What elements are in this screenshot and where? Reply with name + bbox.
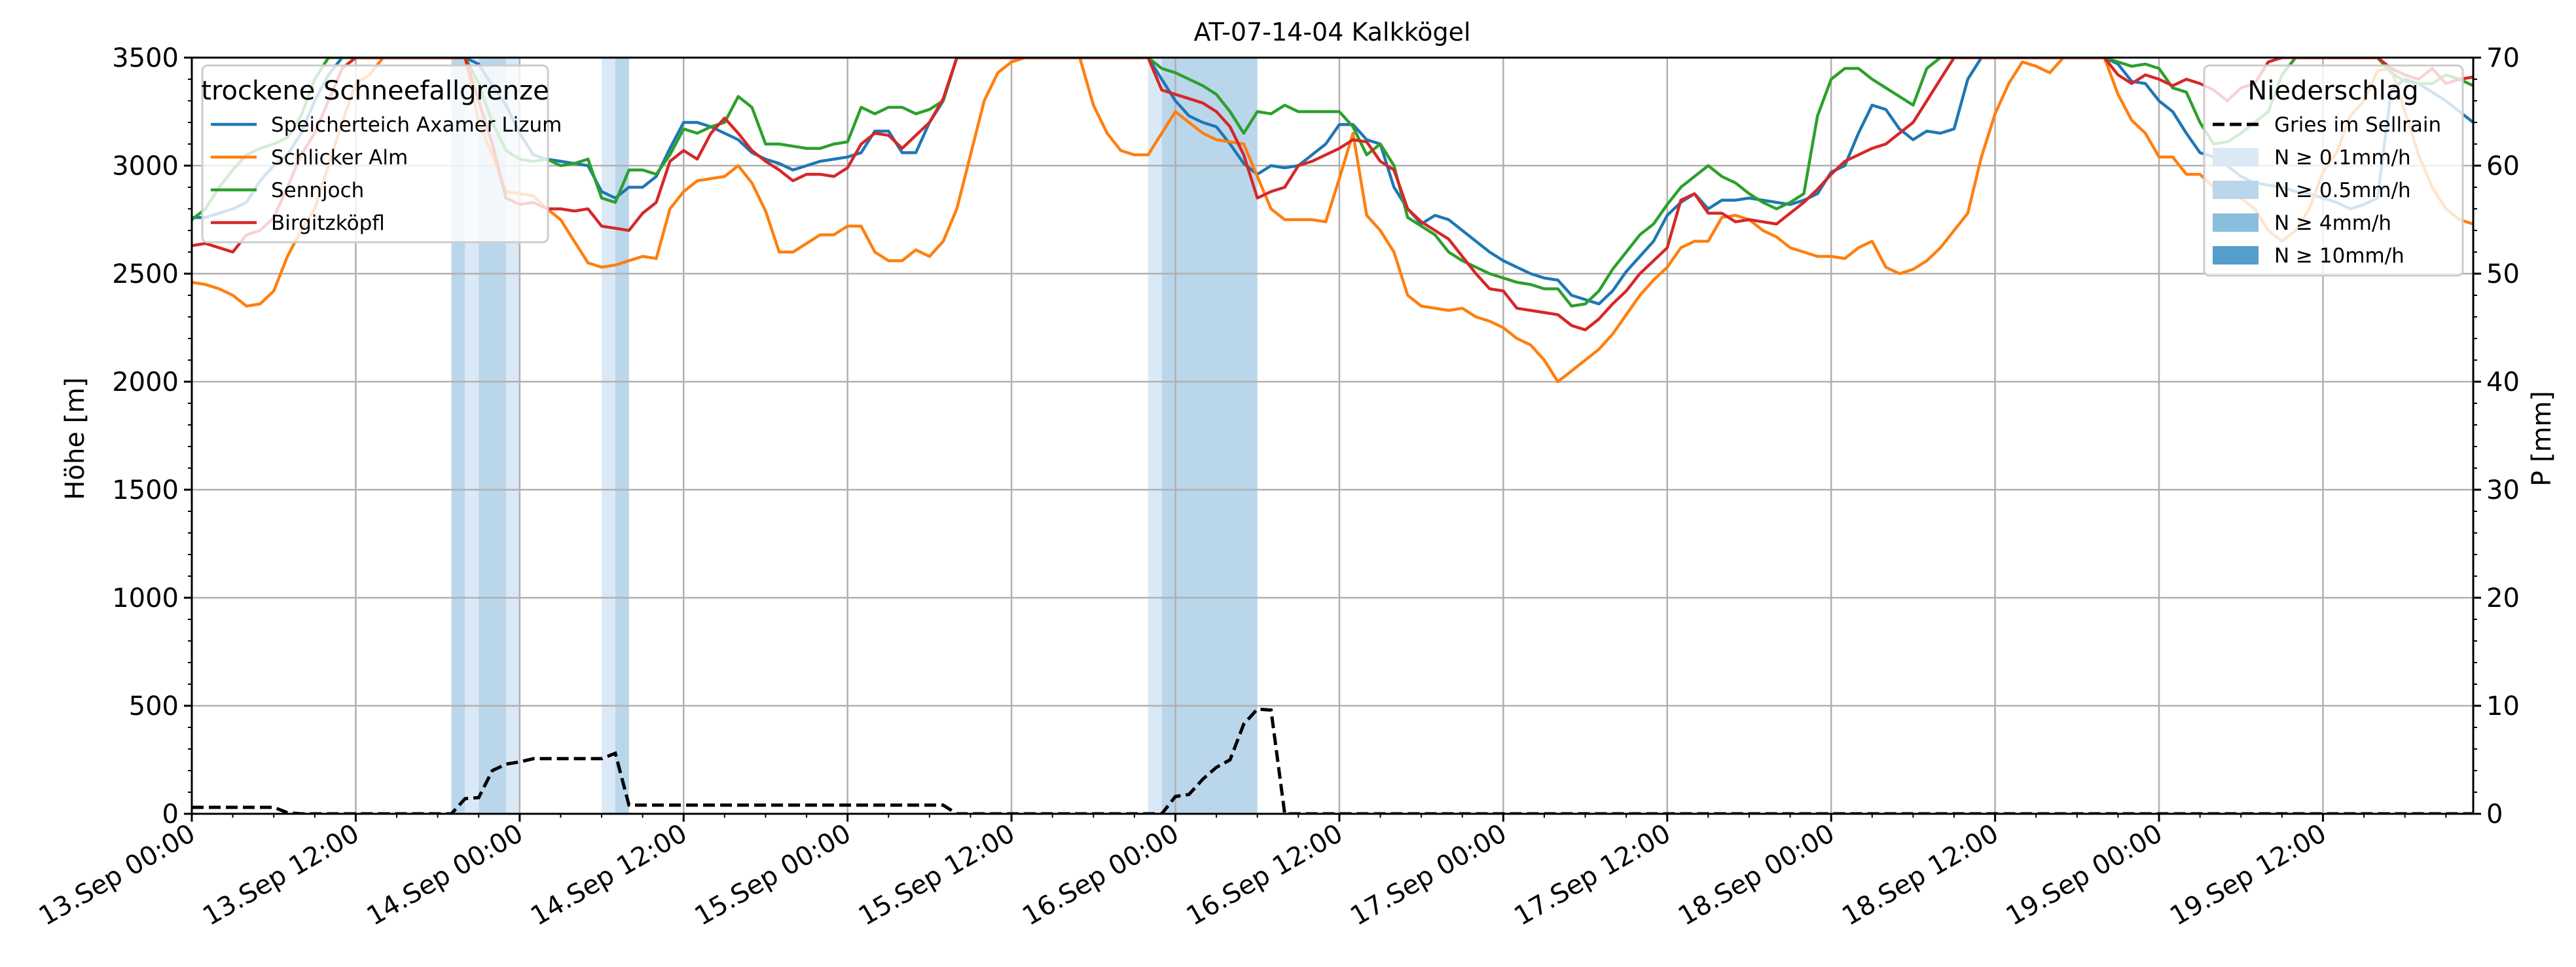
y-axis-label-left: Höhe [m] <box>60 377 90 500</box>
y-tick-label-left-2: 1000 <box>112 583 179 613</box>
y-tick-label-left-0: 0 <box>162 799 179 830</box>
y-tick-label-right-3: 30 <box>2486 475 2520 505</box>
legend-precip-band-swatch-1 <box>2213 181 2259 199</box>
precip-band-1 <box>465 58 479 814</box>
x-tick-label-11: 18.Sep 12:00 <box>1837 818 2003 932</box>
series-line-2 <box>192 58 2473 384</box>
y-tick-label-left-1: 500 <box>129 691 179 721</box>
series-line-1 <box>192 58 2473 306</box>
legend-precip-band-label-3: N ≥ 10mm/h <box>2274 244 2404 268</box>
legend-snowline-label-2: Schlicker Alm <box>271 146 408 170</box>
y-tick-label-left-7: 3500 <box>112 43 179 73</box>
y-tick-label-left-5: 2500 <box>112 259 179 289</box>
y-tick-label-left-6: 3000 <box>112 151 179 181</box>
precip-band-3 <box>505 58 520 814</box>
x-tick-label-0: 13.Sep 00:00 <box>34 818 200 932</box>
y-tick-label-right-4: 40 <box>2486 367 2520 397</box>
legend-snowline-frame <box>201 64 549 244</box>
legend-precip-frame <box>2203 64 2464 277</box>
legend-snowline-label-1: Speicherteich Axamer Lizum <box>271 113 562 137</box>
precip-band-5 <box>615 58 629 814</box>
x-tick-label-1: 13.Sep 12:00 <box>198 818 364 932</box>
legend-snowline-label-4: Birgitzköpfl <box>271 211 385 235</box>
x-tick-label-10: 18.Sep 00:00 <box>1673 818 1840 932</box>
precip-band-0 <box>451 58 465 814</box>
legend-snowline-label-3: Sennjoch <box>271 179 364 202</box>
legend-precip-band-label-2: N ≥ 4mm/h <box>2274 211 2391 235</box>
y-tick-label-right-2: 20 <box>2486 583 2520 613</box>
axes-frame <box>190 56 2475 815</box>
legend-snowline-title: trockene Schneefallgrenze <box>201 76 549 106</box>
y-tick-label-right-6: 60 <box>2486 151 2520 181</box>
legend-precip-band-label-1: N ≥ 0.5mm/h <box>2274 179 2411 202</box>
x-tick-label-4: 15.Sep 00:00 <box>689 818 856 932</box>
chart-title: AT-07-14-04 Kalkkögel <box>1193 18 1470 46</box>
y-tick-label-right-1: 10 <box>2486 691 2520 721</box>
precip-band-4 <box>602 58 615 814</box>
x-tick-label-13: 19.Sep 12:00 <box>2165 818 2331 932</box>
legend-precip-title: Niederschlag <box>2247 76 2418 106</box>
legend-precip-band-swatch-0 <box>2213 148 2259 166</box>
x-tick-label-6: 16.Sep 00:00 <box>1017 818 1184 932</box>
x-tick-label-2: 14.Sep 00:00 <box>362 818 528 932</box>
x-tick-label-5: 15.Sep 12:00 <box>854 818 1020 932</box>
precip-bands <box>451 58 1258 814</box>
legend-snowline: trockene Schneefallgrenze Speicherteich … <box>201 64 562 244</box>
axis-labels: AT-07-14-04 Kalkkögel Höhe [m] P [mm] <box>60 18 2557 500</box>
x-tick-label-12: 19.Sep 00:00 <box>2001 818 2168 932</box>
precip-band-7 <box>1161 58 1258 814</box>
y-tick-label-left-3: 1500 <box>112 475 179 505</box>
x-tick-label-7: 16.Sep 12:00 <box>1182 818 1348 932</box>
y-tick-label-left-4: 2000 <box>112 367 179 397</box>
precip-band-6 <box>1148 58 1162 814</box>
series-line-4 <box>192 58 2473 332</box>
legend-precip-band-swatch-3 <box>2213 246 2259 265</box>
legend-precip-line-label: Gries im Sellrain <box>2274 113 2441 137</box>
legend-precip: Niederschlag Gries im Sellrain N ≥ 0.1mm/… <box>2203 64 2464 277</box>
series-lines <box>192 58 2473 814</box>
y-tick-label-right-5: 50 <box>2486 259 2520 289</box>
x-tick-label-8: 17.Sep 00:00 <box>1345 818 1512 932</box>
plot-frame <box>190 56 2475 815</box>
x-tick-label-3: 14.Sep 12:00 <box>526 818 692 932</box>
legend-precip-band-swatch-2 <box>2213 213 2259 232</box>
y-axis-label-right: P [mm] <box>2527 391 2557 486</box>
x-tick-label-9: 17.Sep 12:00 <box>1510 818 1676 932</box>
precip-line-gries <box>192 707 2473 814</box>
y-tick-label-right-0: 0 <box>2486 799 2503 830</box>
y-tick-label-right-7: 70 <box>2486 43 2520 73</box>
legend-precip-band-label-0: N ≥ 0.1mm/h <box>2274 146 2411 170</box>
